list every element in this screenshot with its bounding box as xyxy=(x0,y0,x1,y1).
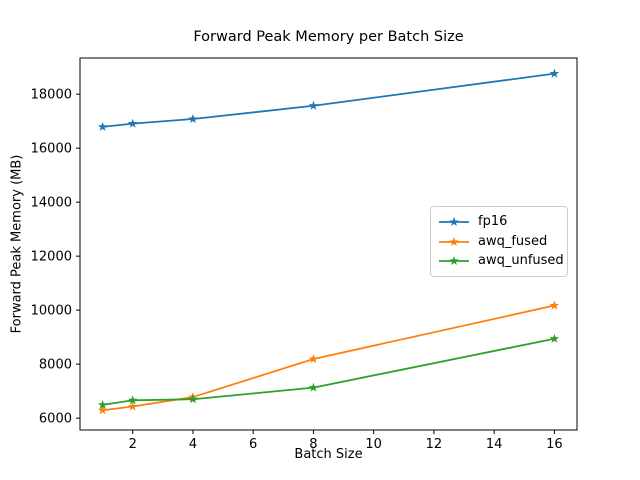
legend: fp16 awq_fused awq_unfused xyxy=(430,206,568,277)
y-tick-label: 10000 xyxy=(31,304,72,319)
legend-line-marker-awq-fused xyxy=(439,236,469,246)
marker-fp16 xyxy=(97,121,108,131)
marker-fp16 xyxy=(188,114,198,124)
y-tick-label: 12000 xyxy=(31,250,72,265)
x-tick-label: 8 xyxy=(309,437,317,452)
y-tick-label: 8000 xyxy=(39,358,72,373)
marker-awq_unfused xyxy=(549,333,560,343)
x-tick-label: 12 xyxy=(426,437,443,452)
marker-fp16 xyxy=(308,100,319,110)
axes-frame xyxy=(79,57,578,431)
line-awq_fused xyxy=(101,304,556,412)
marker-awq_fused xyxy=(549,300,560,310)
x-tick-label: 14 xyxy=(486,437,503,452)
marker-awq_fused xyxy=(308,354,319,364)
legend-item-awq-unfused: awq_unfused xyxy=(438,253,564,268)
marker-awq_fused xyxy=(97,405,108,415)
star-icon xyxy=(449,217,459,227)
marker-fp16 xyxy=(549,68,560,78)
x-tick-label: 6 xyxy=(249,437,257,452)
legend-item-awq-fused: awq_fused xyxy=(438,233,560,249)
chart-title: Forward Peak Memory per Batch Size xyxy=(193,29,464,45)
star-icon xyxy=(449,236,459,246)
legend-label-awq-fused: awq_fused xyxy=(478,233,548,249)
y-tick-label: 16000 xyxy=(31,142,72,157)
legend-item-fp16: fp16 xyxy=(438,215,560,229)
legend-label-fp16: fp16 xyxy=(478,214,508,230)
y-tick-label: 6000 xyxy=(39,412,72,427)
x-axis-label: Batch Size xyxy=(294,447,363,462)
x-tick-label: 10 xyxy=(365,437,382,452)
marker-awq_unfused xyxy=(127,395,138,405)
y-tick-label: 14000 xyxy=(31,196,72,211)
line-awq_unfused xyxy=(101,337,556,406)
marker-fp16 xyxy=(127,118,138,128)
legend-line-marker-fp16 xyxy=(439,217,469,227)
marker-awq_unfused xyxy=(188,394,198,404)
marker-awq_unfused xyxy=(308,382,319,392)
star-icon xyxy=(449,255,459,265)
line-fp16 xyxy=(101,72,556,128)
x-tick-label: 4 xyxy=(189,437,197,452)
legend-line-marker-awq-unfused xyxy=(439,255,469,265)
marker-awq_fused xyxy=(127,401,138,411)
x-tick-label: 16 xyxy=(546,437,563,452)
y-tick-label: 18000 xyxy=(31,88,72,103)
marker-awq_unfused xyxy=(97,399,108,409)
x-tick-label: 2 xyxy=(129,437,137,452)
legend-label-awq-unfused: awq_unfused xyxy=(478,252,564,268)
